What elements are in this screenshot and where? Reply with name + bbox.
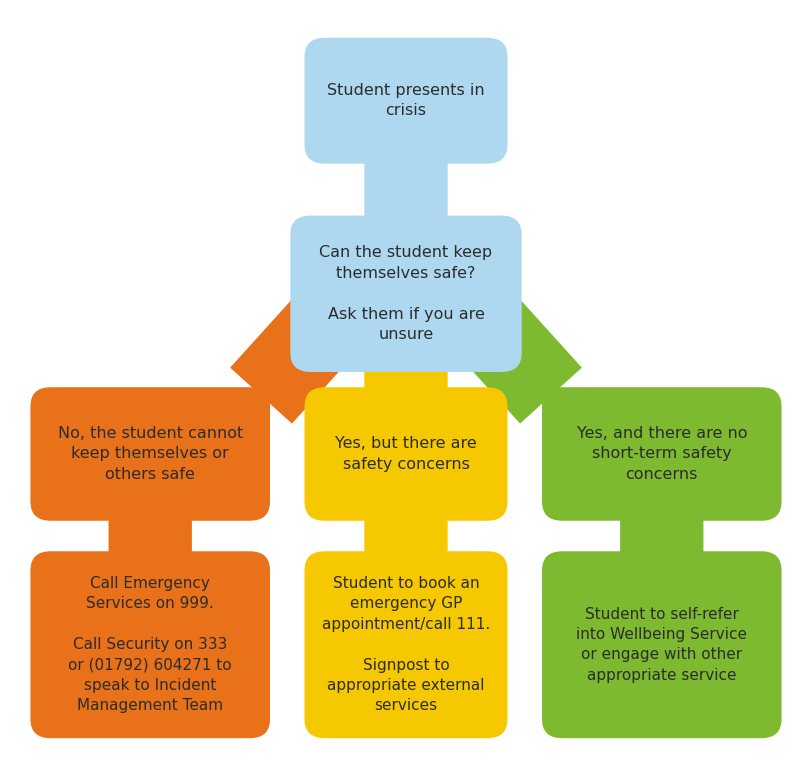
FancyBboxPatch shape [31,551,269,739]
FancyBboxPatch shape [290,215,521,372]
Text: Call Emergency
Services on 999.

Call Security on 333
or (01792) 604271 to
speak: Call Emergency Services on 999. Call Sec… [68,576,232,713]
FancyBboxPatch shape [31,388,269,520]
FancyBboxPatch shape [304,551,507,739]
Text: No, the student cannot
keep themselves or
others safe: No, the student cannot keep themselves o… [58,426,242,482]
Text: Student presents in
crisis: Student presents in crisis [327,83,484,118]
Text: Student to self-refer
into Wellbeing Service
or engage with other
appropriate se: Student to self-refer into Wellbeing Ser… [576,607,746,683]
Text: Student to book an
emergency GP
appointment/call 111.

Signpost to
appropriate e: Student to book an emergency GP appointm… [321,576,490,713]
Text: Yes, and there are no
short-term safety
concerns: Yes, and there are no short-term safety … [576,426,746,482]
Text: Can the student keep
themselves safe?

Ask them if you are
unsure: Can the student keep themselves safe? As… [319,246,492,342]
FancyBboxPatch shape [304,388,507,520]
FancyBboxPatch shape [541,388,780,520]
Text: Yes, but there are
safety concerns: Yes, but there are safety concerns [335,436,476,472]
FancyBboxPatch shape [304,37,507,164]
FancyBboxPatch shape [541,551,780,739]
